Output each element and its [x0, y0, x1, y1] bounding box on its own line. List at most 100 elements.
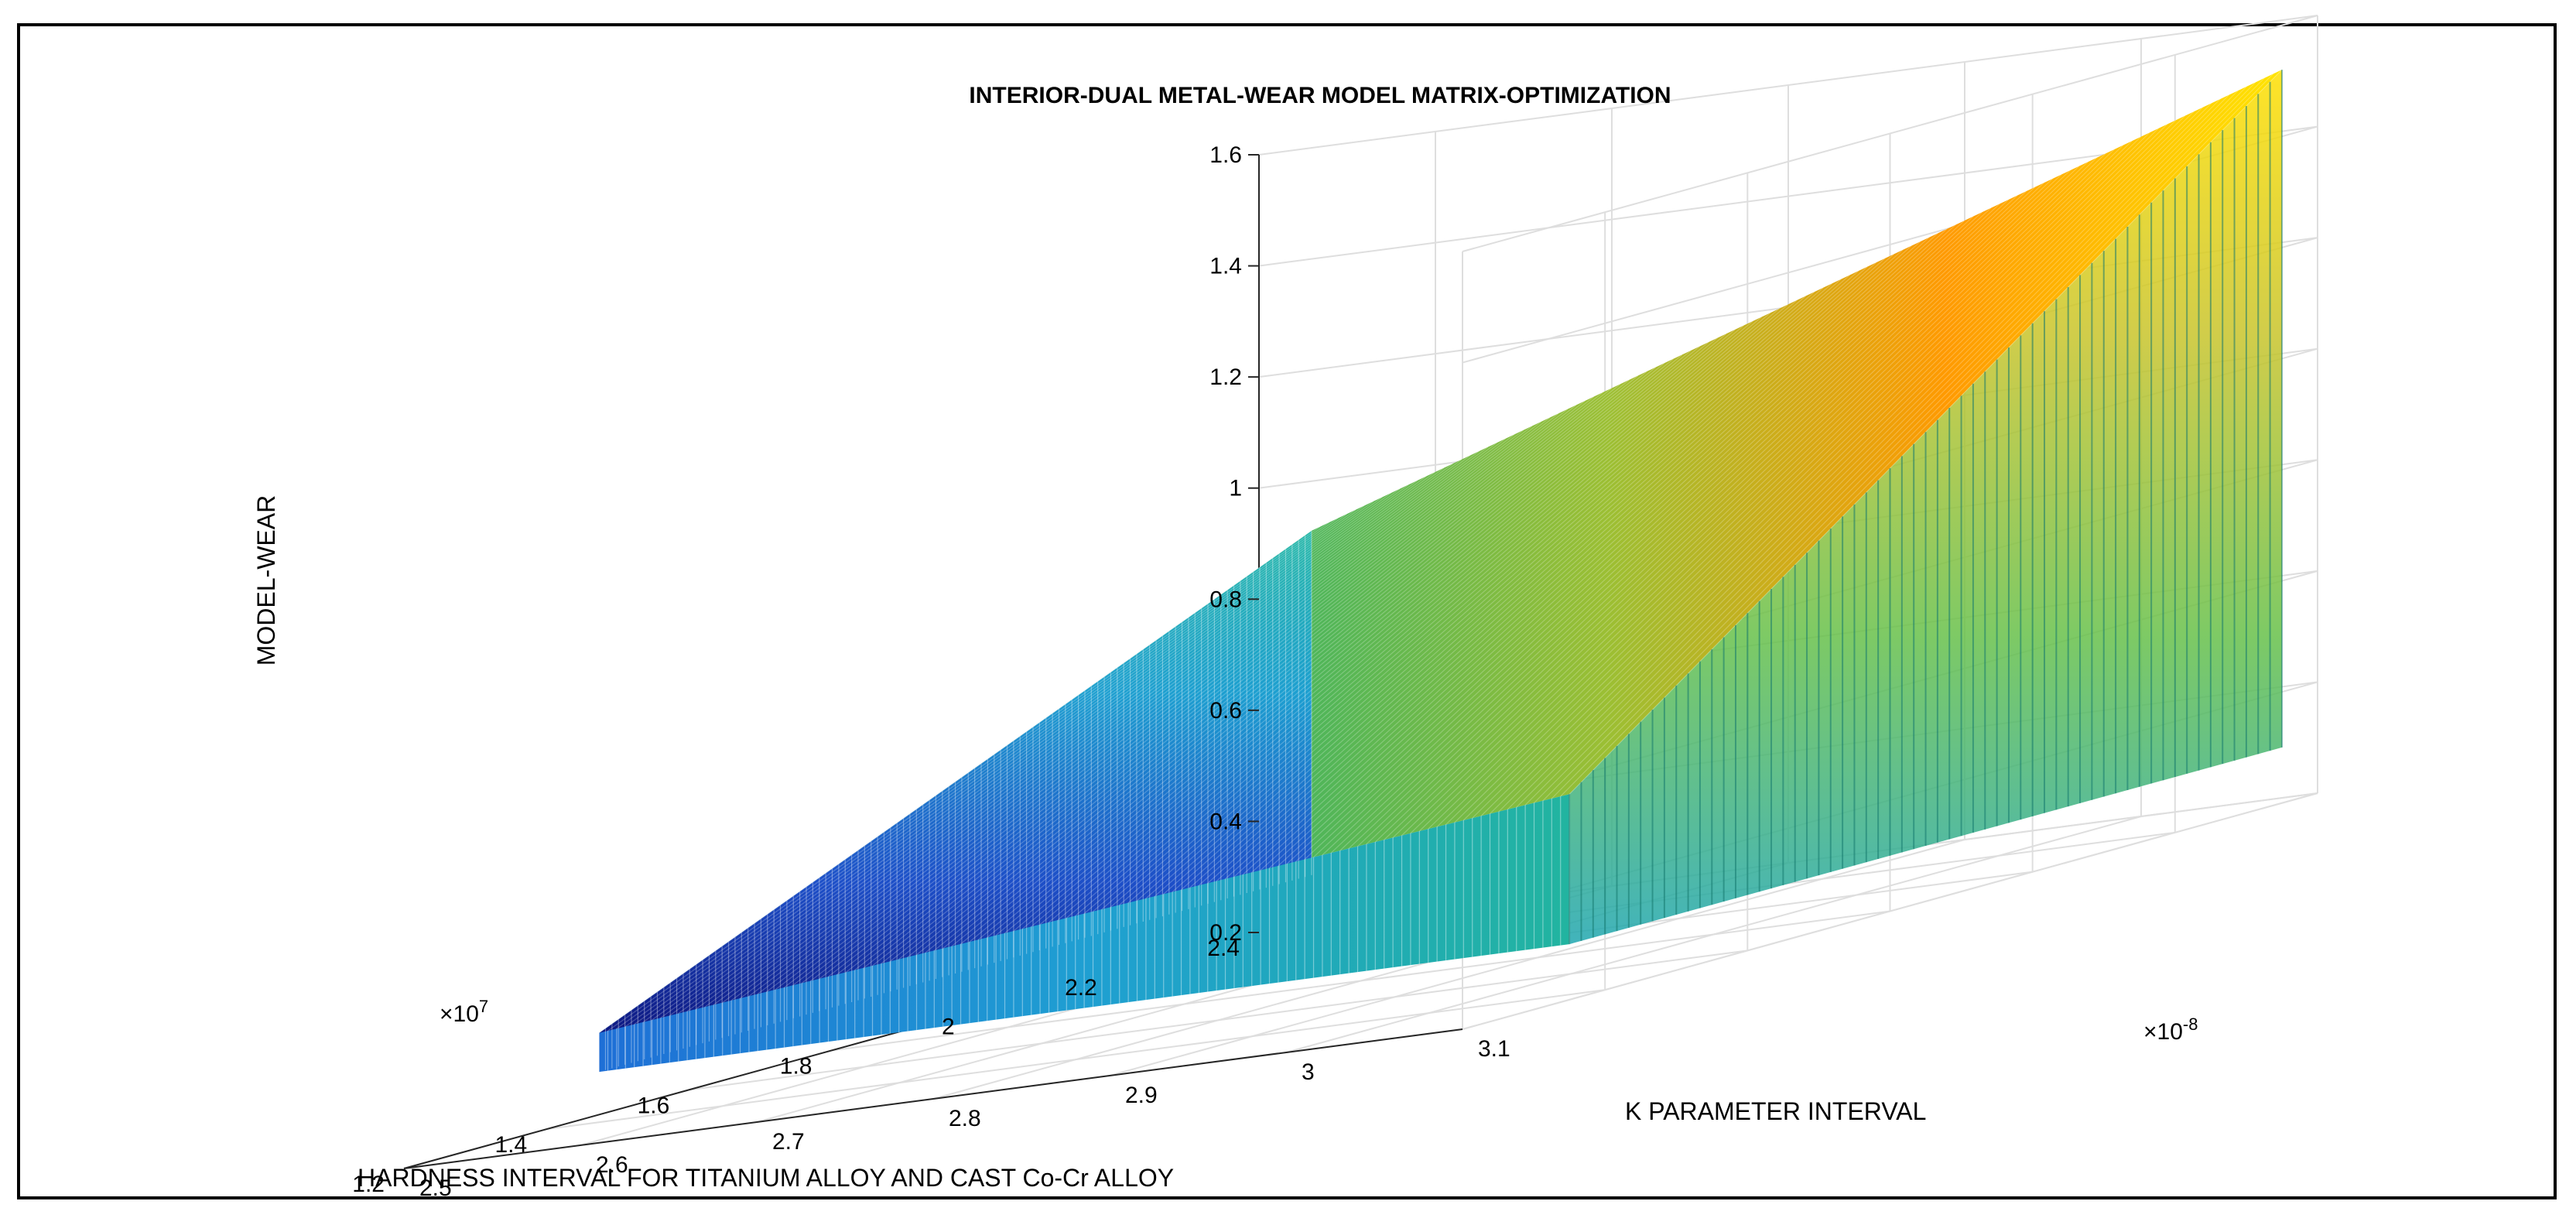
x-tick-label: 2.8 — [949, 1106, 981, 1131]
mesh-line — [1560, 74, 2273, 797]
mesh-line — [916, 379, 1630, 956]
mesh-line — [1119, 282, 1832, 905]
mesh-line — [598, 530, 1312, 1034]
mesh-line — [977, 350, 1692, 940]
mesh-line — [969, 354, 1683, 943]
mesh-line — [1498, 103, 2212, 813]
mesh-line — [748, 459, 1462, 997]
y-axis-label: HARDNESS INTERVAL FOR TITANIUM ALLOY AND… — [357, 1164, 1174, 1192]
mesh-line — [1428, 136, 2141, 830]
mesh-line — [616, 522, 1330, 1029]
surface-left-face — [599, 530, 1312, 1073]
mesh-line — [1401, 149, 2115, 836]
x-tick-label: 3.1 — [1478, 1036, 1510, 1062]
mesh-line — [960, 358, 1674, 945]
mesh-line — [1542, 81, 2256, 802]
mesh-line — [845, 412, 1559, 973]
x-tick-label: 2.5 — [419, 1175, 452, 1201]
mesh-line — [1295, 199, 2009, 862]
mesh-line — [1049, 317, 1762, 923]
side-wall-grid-line — [1462, 792, 2318, 1030]
mesh-line — [1366, 166, 2080, 845]
mesh-line — [1374, 161, 2089, 843]
mesh-line — [889, 392, 1603, 962]
mesh-line — [1216, 237, 1930, 881]
z-tick-label: 0.4 — [1209, 809, 1242, 834]
mesh-line — [669, 497, 1383, 1016]
mesh-line — [1083, 299, 1798, 914]
x-axis-label: K PARAMETER INTERVAL — [1625, 1097, 1926, 1125]
mesh-line — [625, 518, 1339, 1027]
mesh-line — [1507, 98, 2221, 810]
mesh-line — [1004, 337, 1718, 934]
mesh-line — [819, 426, 1533, 980]
mesh-line — [1269, 211, 1982, 869]
y-tick-label: 1.8 — [780, 1054, 812, 1080]
mesh-line — [1154, 266, 1868, 897]
mesh-line — [1436, 132, 2150, 827]
mesh-line — [1172, 258, 1886, 892]
mesh-line — [1127, 279, 1842, 903]
mesh-line — [1013, 333, 1727, 932]
mesh-line — [1145, 270, 1859, 899]
mesh-line — [1322, 186, 2036, 856]
mesh-line — [757, 454, 1471, 994]
mesh-line — [730, 467, 1445, 1001]
mesh-line — [1251, 220, 1965, 873]
floor-grid-line — [689, 950, 1748, 1091]
mesh-line — [1516, 94, 2229, 808]
x-tick-labels: 2.5 2.6 2.7 2.8 2.9 3 3.1 — [419, 1036, 1510, 1201]
mesh-line — [1093, 296, 1806, 912]
mesh-line — [1304, 195, 2018, 860]
mesh-line — [1198, 245, 1912, 886]
mesh-line — [1551, 77, 2265, 799]
mesh-line — [1163, 262, 1876, 895]
y-tick-label: 1.2 — [352, 1172, 385, 1197]
mesh-line — [1286, 204, 2000, 864]
mesh-line — [1418, 140, 2133, 832]
mesh-line — [1454, 124, 2168, 823]
mesh-line — [1348, 174, 2062, 849]
side-wall-grid-line — [1462, 15, 2318, 252]
mesh-line — [1357, 169, 2071, 847]
mesh-line — [775, 447, 1489, 991]
mesh-line — [660, 501, 1374, 1018]
mesh-line — [933, 371, 1647, 951]
mesh-line — [995, 341, 1709, 936]
mesh-line — [652, 505, 1365, 1021]
mesh-line — [1330, 182, 2044, 854]
z-tick-label: 1.4 — [1209, 254, 1242, 279]
y-tick-label: 1.4 — [494, 1132, 527, 1158]
mesh-line — [942, 367, 1656, 949]
mesh-line — [704, 480, 1418, 1008]
mesh-line — [784, 442, 1497, 988]
mesh-line — [1225, 232, 1938, 880]
chart-title: INTERIOR-DUAL METAL-WEAR MODEL MATRIX-OP… — [969, 83, 1671, 108]
mesh-line — [1066, 308, 1780, 919]
mesh-line — [1384, 157, 2097, 840]
mesh-line — [1534, 86, 2247, 803]
mesh-line — [1242, 224, 1956, 875]
mesh-line — [1207, 241, 1921, 884]
mesh-line — [642, 509, 1356, 1023]
mesh-line — [1181, 254, 1894, 891]
y-tick-label: 2 — [942, 1015, 955, 1040]
mesh-line — [678, 492, 1391, 1015]
mesh-line — [801, 433, 1515, 984]
mesh-line — [766, 450, 1480, 992]
y-tick-label: 2.2 — [1065, 975, 1097, 1001]
mesh-line — [1075, 303, 1788, 916]
floor-grid-line — [546, 989, 1606, 1131]
mesh-line — [713, 476, 1427, 1005]
mesh-line — [1410, 145, 2124, 834]
z-tick-label: 1 — [1229, 476, 1242, 501]
mesh-line — [1021, 329, 1736, 929]
mesh-line — [881, 396, 1595, 964]
z-tick-labels: 0.2 0.4 0.6 0.8 1 1.2 1.4 1.6 — [1209, 142, 1259, 946]
mesh-line — [1472, 115, 2185, 819]
mesh-line — [722, 471, 1435, 1004]
back-wall-grid-line — [1258, 15, 2318, 156]
mesh-line — [1445, 128, 2159, 825]
mesh-line — [1137, 275, 1850, 902]
z-tick-label: 1.6 — [1209, 142, 1242, 168]
